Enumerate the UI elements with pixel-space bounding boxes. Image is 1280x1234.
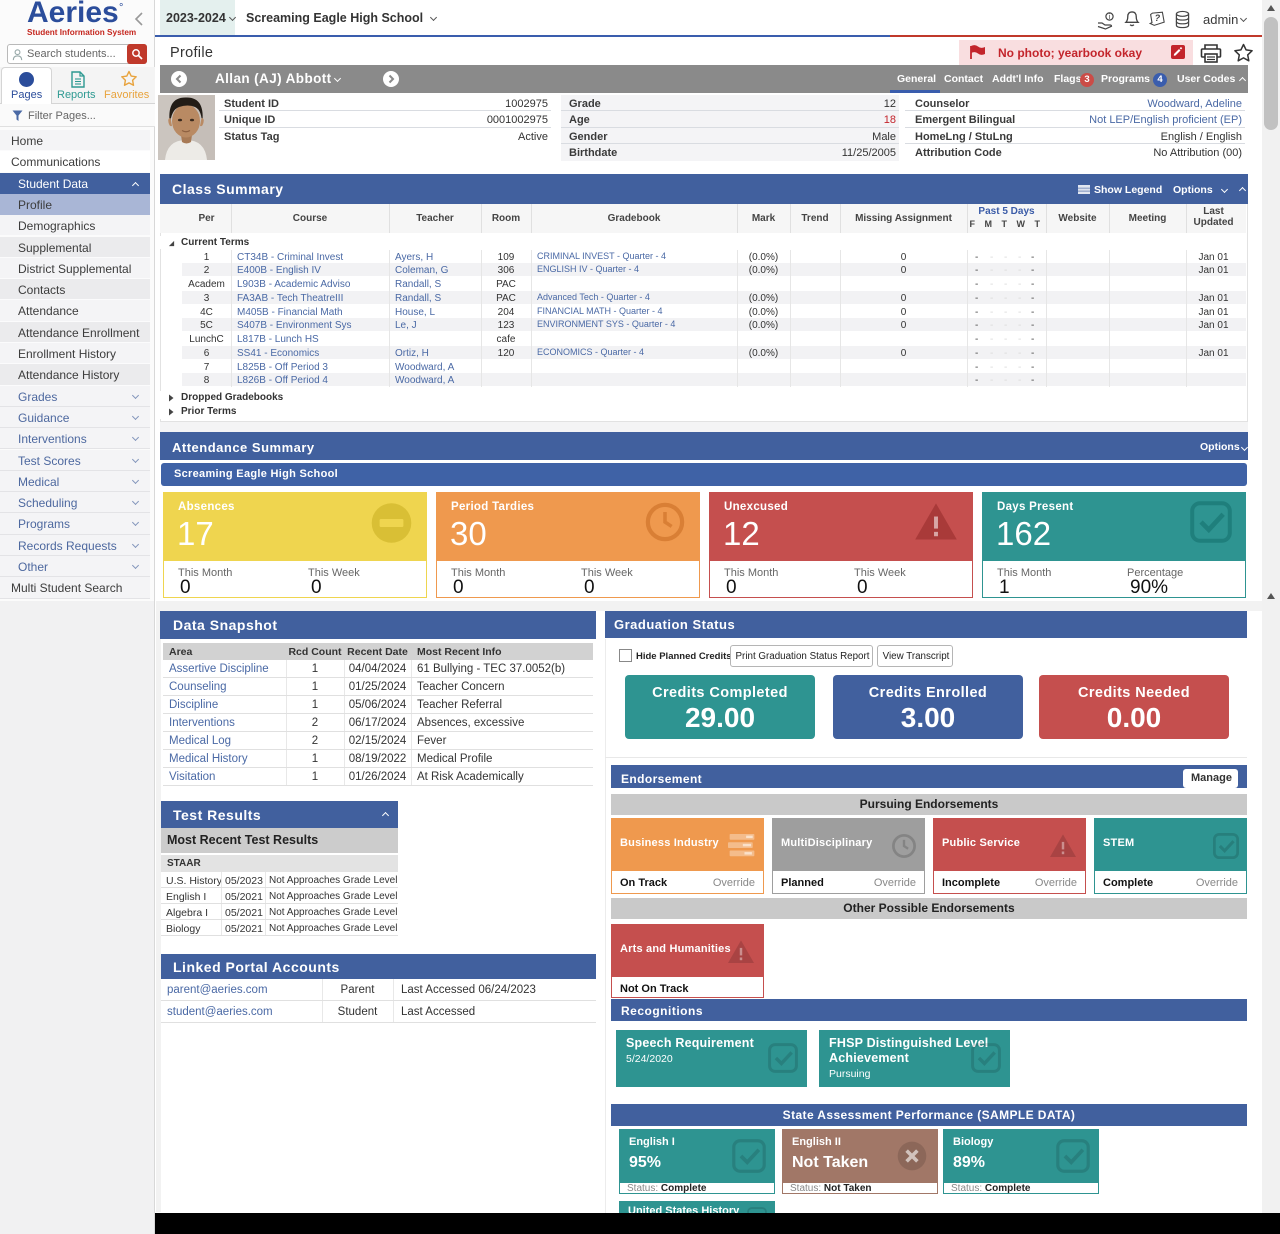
svg-text:i: i — [1109, 14, 1111, 21]
svg-text:?: ? — [1155, 13, 1161, 23]
